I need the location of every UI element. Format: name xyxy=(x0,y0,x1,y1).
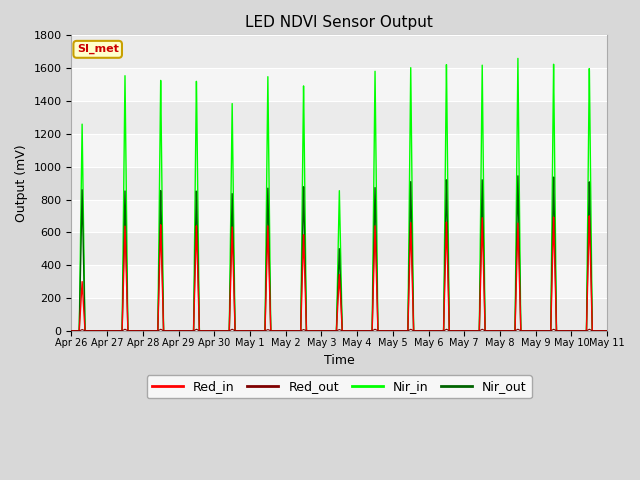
Title: LED NDVI Sensor Output: LED NDVI Sensor Output xyxy=(245,15,433,30)
Bar xyxy=(72,36,607,68)
Y-axis label: Output (mV): Output (mV) xyxy=(15,144,28,222)
Bar xyxy=(72,167,607,200)
Bar xyxy=(72,200,607,232)
Bar xyxy=(72,298,607,331)
Bar xyxy=(72,68,607,101)
Bar xyxy=(72,134,607,167)
Bar xyxy=(72,101,607,134)
Bar xyxy=(72,265,607,298)
Bar xyxy=(72,232,607,265)
Legend: Red_in, Red_out, Nir_in, Nir_out: Red_in, Red_out, Nir_in, Nir_out xyxy=(147,375,532,398)
X-axis label: Time: Time xyxy=(324,354,355,367)
Text: SI_met: SI_met xyxy=(77,44,118,54)
